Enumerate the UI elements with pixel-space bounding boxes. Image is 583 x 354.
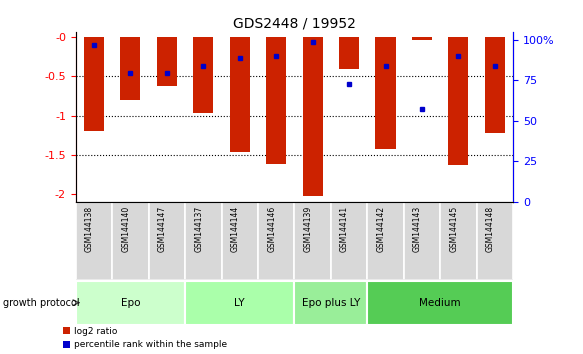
FancyBboxPatch shape <box>185 202 222 280</box>
Text: GSM144141: GSM144141 <box>340 206 349 252</box>
Text: GSM144137: GSM144137 <box>194 206 203 252</box>
Bar <box>448 37 468 165</box>
FancyBboxPatch shape <box>403 202 440 280</box>
FancyBboxPatch shape <box>440 202 476 280</box>
Text: GSM144140: GSM144140 <box>121 206 131 252</box>
FancyBboxPatch shape <box>367 202 403 280</box>
Bar <box>230 37 250 153</box>
FancyBboxPatch shape <box>222 202 258 280</box>
Bar <box>303 37 322 195</box>
FancyBboxPatch shape <box>294 281 367 325</box>
Text: GSM144138: GSM144138 <box>85 206 94 252</box>
Legend: log2 ratio, percentile rank within the sample: log2 ratio, percentile rank within the s… <box>63 327 227 349</box>
FancyBboxPatch shape <box>185 281 294 325</box>
Bar <box>194 37 213 113</box>
Bar <box>157 37 177 86</box>
Text: GSM144143: GSM144143 <box>413 206 422 252</box>
FancyBboxPatch shape <box>112 202 149 280</box>
Text: GSM144139: GSM144139 <box>304 206 312 252</box>
Text: GSM144148: GSM144148 <box>486 206 495 252</box>
FancyBboxPatch shape <box>476 202 513 280</box>
FancyBboxPatch shape <box>76 281 185 325</box>
Text: GSM144147: GSM144147 <box>158 206 167 252</box>
Bar <box>412 37 432 40</box>
Text: GSM144145: GSM144145 <box>449 206 458 252</box>
Bar <box>266 37 286 164</box>
Bar <box>339 37 359 69</box>
FancyBboxPatch shape <box>76 202 112 280</box>
FancyBboxPatch shape <box>294 202 331 280</box>
Text: GSM144144: GSM144144 <box>231 206 240 252</box>
Bar <box>375 37 395 149</box>
Text: LY: LY <box>234 298 245 308</box>
FancyBboxPatch shape <box>258 202 294 280</box>
FancyBboxPatch shape <box>367 281 513 325</box>
Text: Epo plus LY: Epo plus LY <box>301 298 360 308</box>
FancyBboxPatch shape <box>149 202 185 280</box>
Bar <box>84 37 104 131</box>
Text: Epo: Epo <box>121 298 140 308</box>
Text: GSM144146: GSM144146 <box>267 206 276 252</box>
Text: GSM144142: GSM144142 <box>377 206 385 252</box>
Text: growth protocol: growth protocol <box>3 298 79 308</box>
Bar <box>485 37 505 133</box>
Title: GDS2448 / 19952: GDS2448 / 19952 <box>233 17 356 31</box>
FancyBboxPatch shape <box>331 202 367 280</box>
Text: Medium: Medium <box>419 298 461 308</box>
Bar <box>121 37 141 100</box>
